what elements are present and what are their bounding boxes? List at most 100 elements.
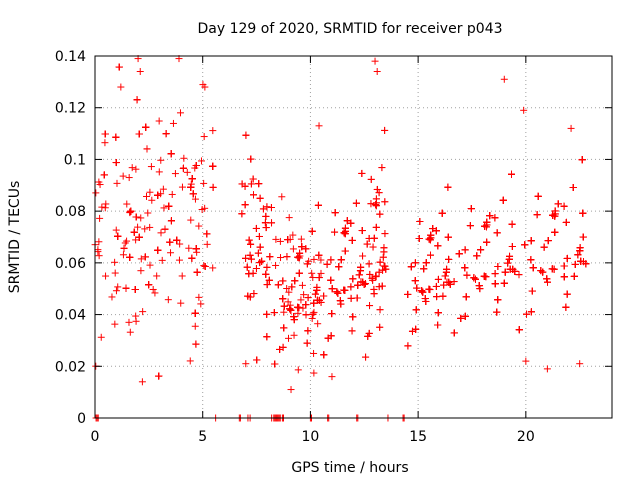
data-point bbox=[411, 259, 419, 267]
data-point bbox=[361, 280, 369, 288]
data-point bbox=[141, 253, 149, 261]
data-point bbox=[427, 231, 435, 239]
data-point bbox=[114, 232, 122, 240]
data-point bbox=[160, 204, 168, 212]
data-point bbox=[320, 292, 328, 300]
data-point bbox=[311, 290, 319, 298]
data-point bbox=[283, 285, 291, 293]
data-point bbox=[130, 228, 138, 236]
data-point bbox=[263, 281, 271, 289]
data-point bbox=[183, 168, 191, 176]
data-point bbox=[373, 185, 381, 193]
data-point bbox=[296, 252, 304, 260]
data-point bbox=[381, 126, 389, 134]
data-point bbox=[157, 229, 165, 237]
data-point bbox=[411, 277, 419, 285]
data-point bbox=[137, 214, 145, 222]
data-point bbox=[171, 170, 179, 178]
data-point bbox=[355, 271, 363, 279]
data-point bbox=[133, 96, 141, 104]
data-point bbox=[348, 236, 356, 244]
data-point bbox=[126, 208, 134, 216]
data-point bbox=[270, 309, 278, 317]
data-point bbox=[278, 193, 286, 201]
data-point bbox=[416, 217, 424, 225]
data-point bbox=[145, 281, 153, 289]
data-point bbox=[169, 119, 177, 127]
data-point bbox=[418, 287, 426, 295]
data-point bbox=[300, 291, 308, 299]
data-point bbox=[95, 252, 103, 260]
data-point bbox=[299, 304, 307, 312]
data-point bbox=[209, 162, 217, 170]
data-point bbox=[119, 172, 127, 180]
data-point bbox=[343, 217, 351, 225]
data-point bbox=[119, 251, 127, 259]
data-point bbox=[201, 263, 209, 271]
data-point bbox=[317, 256, 325, 264]
data-point bbox=[200, 133, 208, 141]
data-point bbox=[349, 313, 357, 321]
data-point bbox=[412, 325, 420, 333]
data-point bbox=[115, 63, 123, 71]
data-point bbox=[162, 130, 170, 138]
data-point bbox=[155, 168, 163, 176]
data-point bbox=[286, 305, 294, 313]
data-point bbox=[127, 207, 135, 215]
data-point bbox=[288, 283, 296, 291]
data-point bbox=[370, 234, 378, 242]
data-point bbox=[96, 214, 104, 222]
data-point bbox=[161, 225, 169, 233]
data-point bbox=[187, 183, 195, 191]
data-point bbox=[298, 281, 306, 289]
data-point bbox=[98, 203, 106, 211]
data-point bbox=[121, 239, 129, 247]
data-point bbox=[154, 191, 162, 199]
data-point bbox=[167, 150, 175, 158]
data-point bbox=[340, 229, 348, 237]
data-point bbox=[297, 235, 305, 243]
data-point bbox=[290, 316, 298, 324]
data-point bbox=[357, 263, 365, 271]
data-point bbox=[241, 182, 249, 190]
data-point bbox=[157, 190, 165, 198]
data-point bbox=[443, 278, 451, 286]
data-point bbox=[433, 293, 441, 301]
data-point bbox=[200, 262, 208, 270]
data-point bbox=[100, 171, 108, 179]
data-point bbox=[113, 179, 121, 187]
data-point bbox=[426, 286, 434, 294]
data-point bbox=[302, 245, 310, 253]
data-point bbox=[370, 290, 378, 298]
data-point bbox=[126, 253, 134, 261]
data-points bbox=[91, 55, 590, 422]
data-point bbox=[378, 282, 386, 290]
data-point bbox=[347, 283, 355, 291]
data-point bbox=[247, 255, 255, 263]
data-point bbox=[287, 306, 295, 314]
data-point bbox=[280, 324, 288, 332]
data-point bbox=[191, 309, 199, 317]
data-point bbox=[380, 244, 388, 252]
data-point bbox=[242, 131, 250, 139]
data-point bbox=[263, 263, 271, 271]
data-point bbox=[243, 263, 251, 271]
data-point bbox=[366, 302, 374, 310]
data-point bbox=[143, 145, 151, 153]
data-point bbox=[131, 285, 139, 293]
data-point bbox=[308, 227, 316, 235]
data-point bbox=[101, 204, 109, 212]
data-point bbox=[102, 200, 110, 208]
data-point bbox=[146, 188, 154, 196]
data-point bbox=[177, 299, 185, 307]
data-point bbox=[331, 228, 339, 236]
data-point bbox=[165, 202, 173, 210]
data-point bbox=[280, 308, 288, 316]
data-point bbox=[277, 254, 285, 262]
data-point bbox=[175, 256, 183, 264]
data-point bbox=[441, 272, 449, 280]
data-point bbox=[328, 310, 336, 318]
data-point bbox=[295, 269, 303, 277]
data-point bbox=[178, 272, 186, 280]
